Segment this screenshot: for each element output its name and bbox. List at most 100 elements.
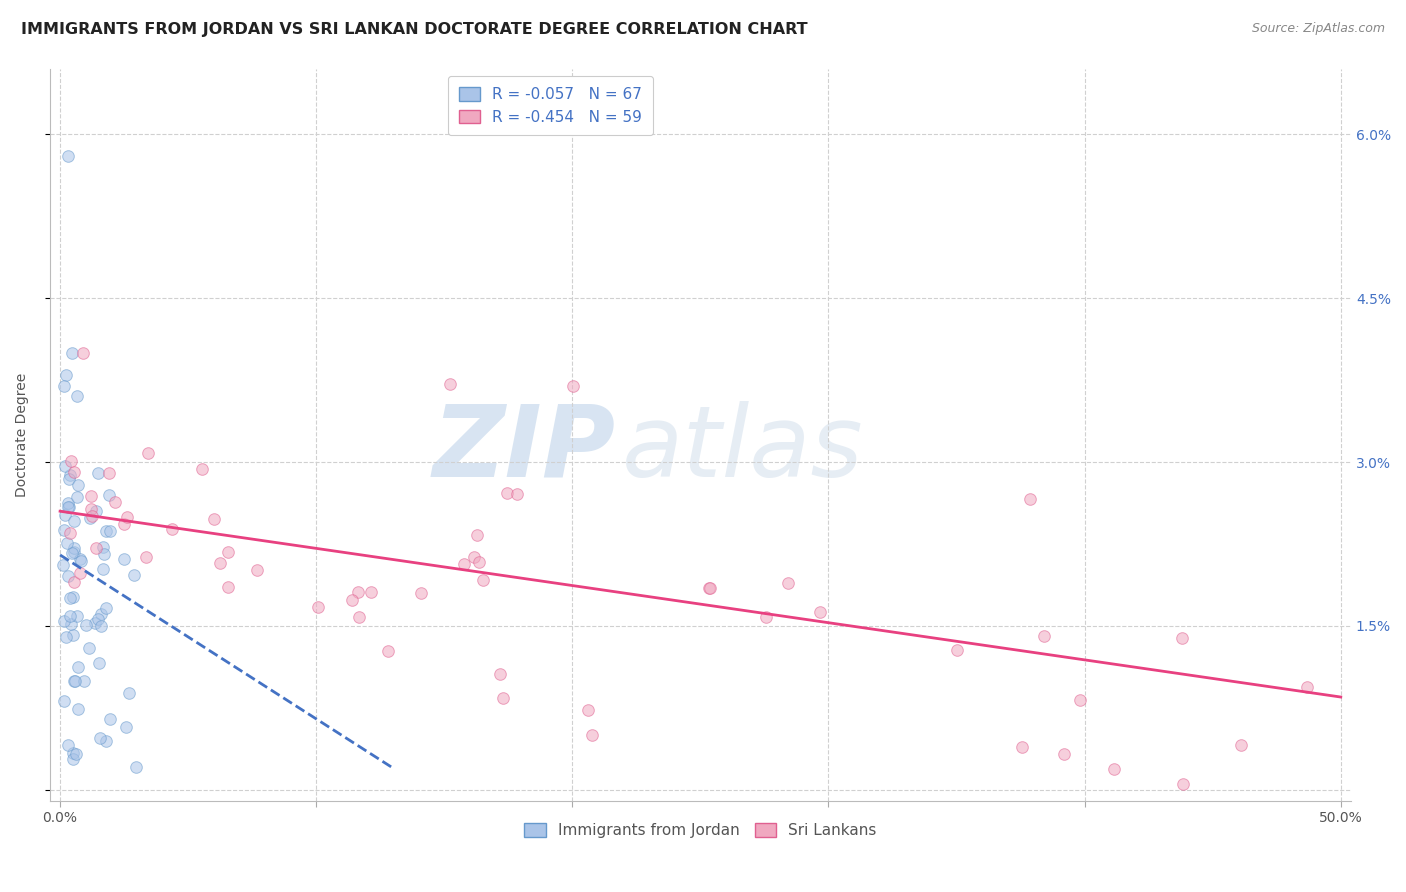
Point (52, 694, 75, 708)
Point (66, 389, 89, 403)
Point (59, 608, 82, 623)
Point (488, 666, 510, 681)
Point (217, 580, 239, 594)
Point (562, 378, 585, 392)
Point (160, 523, 183, 537)
Point (65, 747, 87, 761)
Point (135, 550, 157, 565)
Point (104, 495, 127, 509)
Point (1053, 747, 1076, 761)
Point (360, 585, 382, 599)
Point (52, 523, 75, 537)
Point (90, 607, 112, 621)
Point (55, 630, 77, 644)
Point (63, 541, 86, 556)
Point (217, 545, 239, 559)
Point (63, 674, 86, 689)
Y-axis label: Doctorate Degree: Doctorate Degree (15, 373, 30, 497)
Point (69, 552, 91, 566)
Point (1069, 693, 1091, 707)
Point (58, 500, 80, 514)
Point (1170, 631, 1192, 645)
Point (63, 545, 86, 559)
Point (492, 690, 515, 705)
Point (73, 673, 96, 688)
Point (98, 466, 121, 480)
Point (191, 462, 214, 476)
Point (118, 686, 141, 700)
Point (60, 617, 83, 632)
Point (62, 628, 84, 642)
Point (77, 641, 100, 656)
Point (1229, 738, 1251, 752)
Point (122, 568, 145, 582)
Point (808, 605, 831, 619)
Point (307, 600, 329, 615)
Point (60, 546, 83, 560)
Point (453, 557, 475, 571)
Point (70, 554, 93, 568)
Point (98, 487, 121, 501)
Point (55, 536, 77, 550)
Point (1018, 491, 1040, 506)
Point (755, 610, 778, 624)
Point (117, 510, 139, 524)
Point (246, 564, 269, 578)
Point (63, 465, 86, 479)
Point (63, 575, 86, 590)
Point (472, 574, 495, 588)
Text: IMMIGRANTS FROM JORDAN VS SRI LANKAN DOCTORATE DEGREE CORRELATION CHART: IMMIGRANTS FROM JORDAN VS SRI LANKAN DOC… (21, 22, 807, 37)
Point (204, 512, 226, 526)
Point (93, 562, 115, 576)
Point (347, 610, 370, 624)
Point (59, 454, 82, 468)
Point (56, 496, 79, 510)
Point (55, 368, 77, 382)
Point (945, 643, 967, 657)
Point (53, 508, 76, 522)
Point (52, 558, 75, 572)
Point (439, 377, 461, 392)
Point (67, 660, 90, 674)
Point (52, 614, 75, 628)
Point (465, 528, 488, 542)
Point (1102, 762, 1125, 776)
Point (80, 508, 103, 523)
Point (59, 467, 82, 482)
Point (96, 600, 118, 615)
Point (87, 657, 110, 671)
Point (1173, 777, 1195, 791)
Point (342, 593, 364, 607)
Point (59, 525, 82, 540)
Legend: Immigrants from Jordan, Sri Lankans: Immigrants from Jordan, Sri Lankans (517, 817, 883, 845)
Point (83, 615, 105, 630)
Point (58, 500, 80, 514)
Point (347, 584, 370, 599)
Point (72, 345, 94, 359)
Point (581, 728, 603, 742)
Point (506, 487, 529, 501)
Text: Source: ZipAtlas.com: Source: ZipAtlas.com (1251, 22, 1385, 36)
Point (209, 556, 232, 570)
Point (115, 720, 138, 734)
Point (53, 458, 76, 473)
Point (463, 549, 485, 564)
Point (56, 149, 79, 163)
Point (1011, 739, 1033, 754)
Point (112, 516, 135, 531)
Point (62, 746, 84, 760)
Point (66, 491, 89, 505)
Point (67, 702, 90, 716)
Point (91, 540, 114, 554)
Point (411, 585, 433, 599)
Point (495, 486, 517, 500)
Point (125, 760, 148, 774)
Point (699, 581, 721, 595)
Point (67, 477, 90, 491)
Point (79, 511, 101, 525)
Point (93, 547, 115, 561)
Point (63, 673, 86, 688)
Text: atlas: atlas (623, 401, 863, 498)
Point (468, 556, 491, 570)
Point (75, 618, 97, 632)
